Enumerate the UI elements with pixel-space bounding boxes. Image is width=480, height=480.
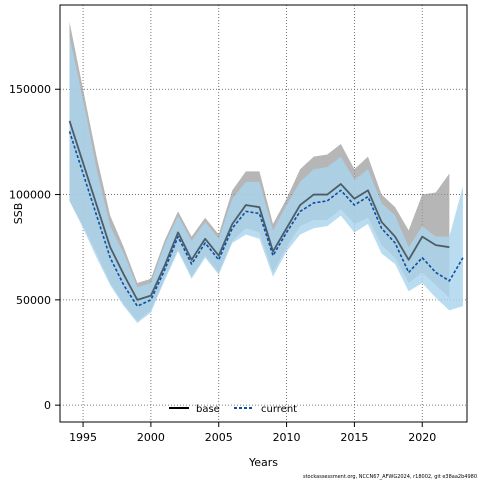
plot-frame (59, 4, 468, 423)
y-tick-label: 100000 (9, 189, 51, 202)
line-current (68, 131, 464, 307)
y-tick-label: 0 (44, 399, 51, 412)
legend-label-base: base (196, 404, 220, 415)
line-base (68, 120, 450, 301)
x-tick-label: 2010 (273, 431, 301, 444)
x-axis-title: Years (248, 456, 278, 469)
series-lines (68, 120, 464, 307)
x-tick-label: 2020 (408, 431, 436, 444)
gridlines (60, 5, 467, 422)
x-tick-label: 1995 (69, 431, 97, 444)
axis-ticks: 1995 2000 2005 2010 2015 2020 0 50000 100000 1500… (9, 83, 436, 444)
x-tick-label: 2015 (340, 431, 368, 444)
confidence-bands (69, 21, 463, 324)
footer-credit: stockassessment.org, NCCN67_AFWG2024, r1… (303, 474, 477, 480)
y-axis-title: SSB (12, 203, 25, 225)
legend-label-current: current (261, 404, 297, 415)
x-tick-label: 2005 (205, 431, 233, 444)
x-tick-label: 2000 (137, 431, 165, 444)
band-current (69, 36, 463, 324)
legend: base current (169, 404, 297, 415)
y-tick-label: 150000 (9, 83, 51, 96)
y-tick-label: 50000 (16, 294, 51, 307)
